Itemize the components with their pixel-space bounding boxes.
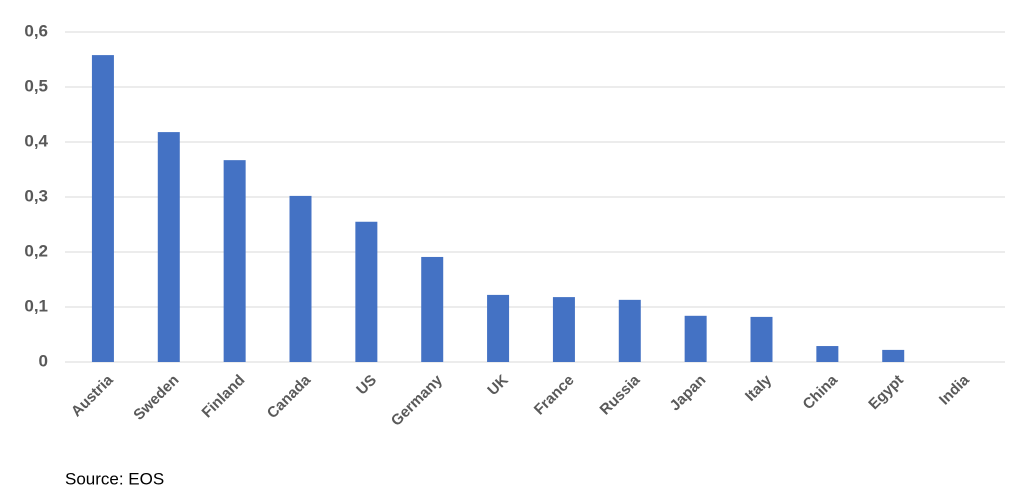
x-tick-label: Germany: [388, 371, 446, 429]
y-tick-label: 0: [39, 351, 48, 370]
x-tick-label: Egypt: [865, 372, 906, 413]
bar: [618, 299, 641, 362]
bar: [157, 132, 180, 362]
source-note: Source: EOS: [65, 469, 164, 488]
x-tick-label: UK: [484, 372, 511, 399]
bar: [355, 221, 378, 362]
x-tick-label: Sweden: [130, 372, 182, 424]
x-tick-label: Russia: [597, 371, 644, 418]
x-tick-label: Japan: [667, 372, 710, 415]
x-tick-label: Canada: [264, 371, 315, 422]
bar: [487, 294, 510, 362]
bar: [289, 195, 312, 362]
x-tick-label: Italy: [742, 371, 776, 405]
y-tick-label: 0,6: [24, 21, 48, 40]
x-tick-label: France: [531, 372, 578, 419]
y-tick-label: 0,2: [24, 241, 48, 260]
bar: [223, 160, 246, 362]
x-tick-label: US: [353, 372, 380, 399]
bar: [552, 297, 575, 362]
x-tick-label: Austria: [68, 371, 117, 420]
y-tick-label: 0,3: [24, 186, 48, 205]
bar: [684, 315, 707, 362]
x-tick-label: China: [800, 371, 842, 413]
x-tick-label: Finland: [199, 372, 249, 422]
bar: [91, 55, 114, 362]
bar: [421, 256, 444, 362]
bar: [882, 349, 905, 362]
bar: [750, 316, 773, 362]
y-tick-label: 0,1: [24, 296, 48, 315]
bar: [816, 346, 839, 362]
y-tick-label: 0,4: [24, 131, 48, 150]
x-tick-label: India: [936, 371, 973, 408]
y-tick-label: 0,5: [24, 76, 48, 95]
